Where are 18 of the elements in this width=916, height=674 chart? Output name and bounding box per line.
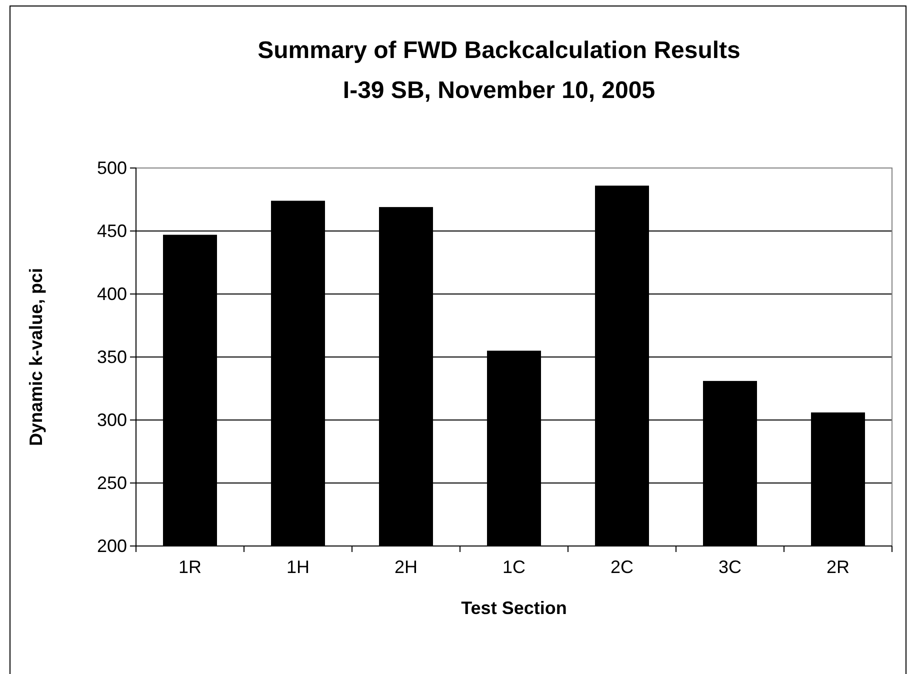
x-tick-label: 2R (826, 556, 850, 577)
y-tick-label: 450 (96, 220, 127, 241)
x-axis-title: Test Section (461, 598, 567, 618)
x-tick-label: 1H (286, 556, 310, 577)
x-tick-label: 1R (178, 556, 202, 577)
x-tick-label: 1C (502, 556, 526, 577)
y-tick-label: 250 (96, 472, 127, 493)
x-tick-label: 3C (718, 556, 742, 577)
y-tick-label: 300 (96, 410, 127, 430)
y-tick-label: 400 (96, 284, 127, 304)
y-axis-title: Dynamic k-value, pci (26, 268, 46, 446)
y-tick-label: 350 (96, 346, 127, 367)
x-tick-label: 2C (610, 556, 634, 577)
chart-subtitle: I-39 SB, November 10, 2005 (342, 77, 656, 104)
x-tick-label: 2H (394, 556, 418, 577)
chart-title: Summary of FWD Backcalculation Results (258, 37, 740, 64)
y-tick-label: 200 (96, 536, 127, 556)
y-tick-label: 500 (96, 158, 127, 178)
